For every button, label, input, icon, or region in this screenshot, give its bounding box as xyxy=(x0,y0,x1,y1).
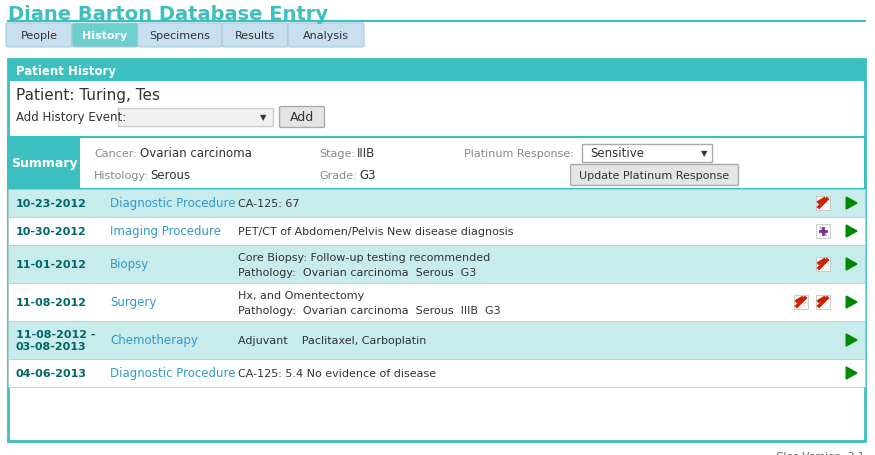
FancyBboxPatch shape xyxy=(582,144,712,162)
Text: People: People xyxy=(20,31,58,41)
Text: Analysis: Analysis xyxy=(303,31,349,41)
Polygon shape xyxy=(846,258,857,270)
FancyBboxPatch shape xyxy=(8,138,865,190)
Text: Add: Add xyxy=(290,111,314,124)
FancyBboxPatch shape xyxy=(6,24,72,48)
FancyBboxPatch shape xyxy=(8,245,865,283)
Text: Imaging Procedure: Imaging Procedure xyxy=(110,225,221,238)
FancyBboxPatch shape xyxy=(8,283,865,321)
Text: Pathology:  Ovarian carcinoma  Serous  IIIB  G3: Pathology: Ovarian carcinoma Serous IIIB… xyxy=(238,305,500,315)
Text: Results: Results xyxy=(234,31,275,41)
Text: Grade:: Grade: xyxy=(319,171,357,181)
Text: Adjuvant    Paclitaxel, Carboplatin: Adjuvant Paclitaxel, Carboplatin xyxy=(238,335,426,345)
Text: 04-06-2013: 04-06-2013 xyxy=(16,368,87,378)
Polygon shape xyxy=(846,226,857,238)
Polygon shape xyxy=(846,197,857,210)
Text: Chemotherapy: Chemotherapy xyxy=(110,334,198,347)
Text: 03-08-2013: 03-08-2013 xyxy=(16,341,87,351)
FancyBboxPatch shape xyxy=(8,138,80,190)
Text: Sensitive: Sensitive xyxy=(590,147,644,160)
Text: Patient History: Patient History xyxy=(16,64,116,77)
Text: 10-30-2012: 10-30-2012 xyxy=(16,227,87,237)
Text: IIIB: IIIB xyxy=(357,147,375,160)
Text: Stage:: Stage: xyxy=(319,148,355,158)
Text: 11-08-2012 -: 11-08-2012 - xyxy=(16,329,95,339)
Text: Patient: Turing, Tes: Patient: Turing, Tes xyxy=(16,88,160,103)
Text: Ovarian carcinoma: Ovarian carcinoma xyxy=(140,147,252,160)
Text: Platinum Response:: Platinum Response: xyxy=(464,148,574,158)
Text: Hx, and Omentectomy: Hx, and Omentectomy xyxy=(238,291,364,300)
FancyBboxPatch shape xyxy=(794,295,808,309)
Polygon shape xyxy=(846,296,857,308)
Text: Diane Barton Database Entry: Diane Barton Database Entry xyxy=(8,5,328,24)
Text: 10-23-2012: 10-23-2012 xyxy=(16,198,87,208)
Text: Cleo Version: 2.1: Cleo Version: 2.1 xyxy=(776,451,865,455)
Text: Specimens: Specimens xyxy=(150,31,211,41)
Text: 11-01-2012: 11-01-2012 xyxy=(16,259,87,269)
Text: Serous: Serous xyxy=(150,169,190,182)
Text: Update Platinum Response: Update Platinum Response xyxy=(579,171,730,181)
FancyBboxPatch shape xyxy=(8,359,865,387)
Polygon shape xyxy=(846,334,857,346)
Text: 11-08-2012: 11-08-2012 xyxy=(16,298,87,307)
FancyBboxPatch shape xyxy=(8,321,865,359)
FancyBboxPatch shape xyxy=(138,24,222,48)
Text: ▼: ▼ xyxy=(260,113,266,122)
Text: Histology:: Histology: xyxy=(94,171,149,181)
FancyBboxPatch shape xyxy=(279,107,325,128)
FancyBboxPatch shape xyxy=(288,24,364,48)
FancyBboxPatch shape xyxy=(118,109,273,127)
Text: Core Biopsy: Follow-up testing recommended: Core Biopsy: Follow-up testing recommend… xyxy=(238,253,490,263)
Text: Surgery: Surgery xyxy=(110,296,157,309)
Text: Summary: Summary xyxy=(10,157,77,170)
FancyBboxPatch shape xyxy=(816,258,830,271)
Text: Diagnostic Procedure: Diagnostic Procedure xyxy=(110,367,235,379)
Text: Diagnostic Procedure: Diagnostic Procedure xyxy=(110,197,235,210)
Text: CA-125: 5.4 No evidence of disease: CA-125: 5.4 No evidence of disease xyxy=(238,368,436,378)
FancyBboxPatch shape xyxy=(8,60,865,441)
Text: ▼: ▼ xyxy=(701,149,707,158)
FancyBboxPatch shape xyxy=(816,295,830,309)
Text: CA-125: 67: CA-125: 67 xyxy=(238,198,299,208)
FancyBboxPatch shape xyxy=(816,224,830,238)
Text: Add History Event:: Add History Event: xyxy=(16,111,126,124)
FancyBboxPatch shape xyxy=(222,24,288,48)
FancyBboxPatch shape xyxy=(816,197,830,211)
Text: G3: G3 xyxy=(359,169,375,182)
Text: PET/CT of Abdomen/Pelvis New disease diagnosis: PET/CT of Abdomen/Pelvis New disease dia… xyxy=(238,227,514,237)
Text: Pathology:  Ovarian carcinoma  Serous  G3: Pathology: Ovarian carcinoma Serous G3 xyxy=(238,267,476,277)
FancyBboxPatch shape xyxy=(72,24,138,48)
Text: History: History xyxy=(82,31,128,41)
Text: Cancer:: Cancer: xyxy=(94,148,136,158)
Polygon shape xyxy=(846,367,857,379)
FancyBboxPatch shape xyxy=(8,190,865,217)
FancyBboxPatch shape xyxy=(8,60,865,82)
Text: Biopsy: Biopsy xyxy=(110,258,150,271)
FancyBboxPatch shape xyxy=(570,165,738,186)
FancyBboxPatch shape xyxy=(8,217,865,245)
